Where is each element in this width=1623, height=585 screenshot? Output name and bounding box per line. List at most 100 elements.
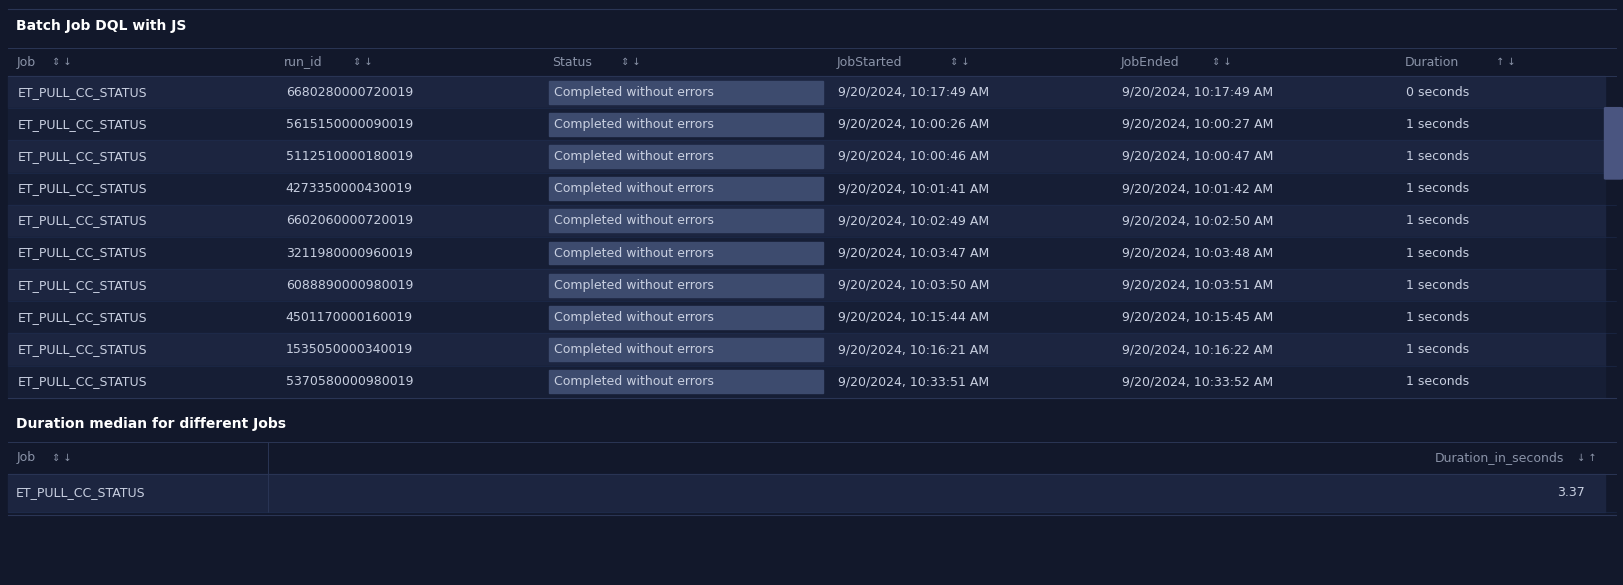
Bar — [8, 140, 1604, 173]
Bar — [8, 333, 1604, 366]
Bar — [549, 113, 823, 136]
Text: Completed without errors: Completed without errors — [553, 85, 712, 99]
Text: 1 seconds: 1 seconds — [1406, 182, 1469, 195]
Text: 1 seconds: 1 seconds — [1406, 311, 1469, 324]
Bar — [8, 205, 1604, 237]
Text: 5615150000090019: 5615150000090019 — [286, 118, 412, 131]
Text: 9/20/2024, 10:00:26 AM: 9/20/2024, 10:00:26 AM — [837, 118, 988, 131]
Text: 9/20/2024, 10:00:46 AM: 9/20/2024, 10:00:46 AM — [837, 150, 988, 163]
Text: 9/20/2024, 10:00:27 AM: 9/20/2024, 10:00:27 AM — [1121, 118, 1272, 131]
Bar — [549, 242, 823, 264]
Text: 1 seconds: 1 seconds — [1406, 375, 1469, 388]
Text: Completed without errors: Completed without errors — [553, 278, 712, 292]
Text: Completed without errors: Completed without errors — [553, 118, 712, 131]
Text: ET_PULL_CC_STATUS: ET_PULL_CC_STATUS — [16, 486, 146, 500]
Text: ↑ ↓: ↑ ↓ — [1492, 57, 1514, 67]
Text: Batch Job DQL with JS: Batch Job DQL with JS — [16, 19, 187, 33]
Text: 9/20/2024, 10:03:50 AM: 9/20/2024, 10:03:50 AM — [837, 278, 988, 292]
Text: Status: Status — [552, 56, 592, 68]
Text: 9/20/2024, 10:16:22 AM: 9/20/2024, 10:16:22 AM — [1121, 343, 1272, 356]
Bar — [549, 177, 823, 200]
Bar — [8, 301, 1604, 333]
Text: ET_PULL_CC_STATUS: ET_PULL_CC_STATUS — [18, 85, 148, 99]
Text: 9/20/2024, 10:17:49 AM: 9/20/2024, 10:17:49 AM — [837, 85, 988, 99]
Text: 9/20/2024, 10:01:42 AM: 9/20/2024, 10:01:42 AM — [1121, 182, 1272, 195]
Text: 9/20/2024, 10:33:51 AM: 9/20/2024, 10:33:51 AM — [837, 375, 988, 388]
Text: 9/20/2024, 10:02:50 AM: 9/20/2024, 10:02:50 AM — [1121, 214, 1272, 228]
Text: 1 seconds: 1 seconds — [1406, 118, 1469, 131]
Text: Completed without errors: Completed without errors — [553, 182, 712, 195]
Text: 9/20/2024, 10:02:49 AM: 9/20/2024, 10:02:49 AM — [837, 214, 988, 228]
Text: 6088890000980019: 6088890000980019 — [286, 278, 412, 292]
Text: ET_PULL_CC_STATUS: ET_PULL_CC_STATUS — [18, 375, 148, 388]
Text: 5112510000180019: 5112510000180019 — [286, 150, 412, 163]
Text: Duration: Duration — [1404, 56, 1457, 68]
Bar — [8, 173, 1604, 205]
Text: ET_PULL_CC_STATUS: ET_PULL_CC_STATUS — [18, 311, 148, 324]
Text: ET_PULL_CC_STATUS: ET_PULL_CC_STATUS — [18, 343, 148, 356]
Bar — [8, 474, 1604, 512]
Text: 1 seconds: 1 seconds — [1406, 214, 1469, 228]
Text: 0 seconds: 0 seconds — [1406, 85, 1469, 99]
FancyBboxPatch shape — [1604, 108, 1621, 179]
Text: 1 seconds: 1 seconds — [1406, 343, 1469, 356]
Bar — [549, 306, 823, 329]
Text: 1 seconds: 1 seconds — [1406, 278, 1469, 292]
Text: 9/20/2024, 10:15:44 AM: 9/20/2024, 10:15:44 AM — [837, 311, 988, 324]
Text: 5370580000980019: 5370580000980019 — [286, 375, 414, 388]
Text: 9/20/2024, 10:03:48 AM: 9/20/2024, 10:03:48 AM — [1121, 246, 1272, 260]
Text: 9/20/2024, 10:15:45 AM: 9/20/2024, 10:15:45 AM — [1121, 311, 1272, 324]
Bar — [8, 76, 1604, 108]
Bar — [549, 209, 823, 232]
Text: 4501170000160019: 4501170000160019 — [286, 311, 412, 324]
Text: ET_PULL_CC_STATUS: ET_PULL_CC_STATUS — [18, 246, 148, 260]
Text: Duration median for different Jobs: Duration median for different Jobs — [16, 417, 286, 431]
Text: ⇕ ↓: ⇕ ↓ — [49, 57, 71, 67]
Text: 9/20/2024, 10:03:51 AM: 9/20/2024, 10:03:51 AM — [1121, 278, 1272, 292]
Text: Completed without errors: Completed without errors — [553, 246, 712, 260]
Text: Completed without errors: Completed without errors — [553, 150, 712, 163]
Text: 6602060000720019: 6602060000720019 — [286, 214, 412, 228]
Bar — [549, 338, 823, 361]
Text: 9/20/2024, 10:33:52 AM: 9/20/2024, 10:33:52 AM — [1121, 375, 1272, 388]
Bar — [8, 366, 1604, 398]
Text: 9/20/2024, 10:16:21 AM: 9/20/2024, 10:16:21 AM — [837, 343, 988, 356]
Text: Duration_in_seconds: Duration_in_seconds — [1433, 451, 1563, 464]
Bar — [549, 274, 823, 297]
Text: Completed without errors: Completed without errors — [553, 375, 712, 388]
Bar — [8, 269, 1604, 301]
Text: Job: Job — [16, 56, 36, 68]
Text: 3.37: 3.37 — [1556, 486, 1584, 500]
Bar — [549, 145, 823, 168]
Text: ⇕ ↓: ⇕ ↓ — [1208, 57, 1230, 67]
Text: ET_PULL_CC_STATUS: ET_PULL_CC_STATUS — [18, 150, 148, 163]
Text: 9/20/2024, 10:00:47 AM: 9/20/2024, 10:00:47 AM — [1121, 150, 1272, 163]
Text: 1 seconds: 1 seconds — [1406, 246, 1469, 260]
Text: ET_PULL_CC_STATUS: ET_PULL_CC_STATUS — [18, 214, 148, 228]
Text: JobStarted: JobStarted — [836, 56, 901, 68]
Text: ⇕ ↓: ⇕ ↓ — [618, 57, 641, 67]
Text: 9/20/2024, 10:17:49 AM: 9/20/2024, 10:17:49 AM — [1121, 85, 1272, 99]
Text: Completed without errors: Completed without errors — [553, 214, 712, 228]
Text: 4273350000430019: 4273350000430019 — [286, 182, 412, 195]
Text: Completed without errors: Completed without errors — [553, 311, 712, 324]
Text: run_id: run_id — [284, 56, 323, 68]
Text: ⇕ ↓: ⇕ ↓ — [351, 57, 373, 67]
Text: ET_PULL_CC_STATUS: ET_PULL_CC_STATUS — [18, 118, 148, 131]
Text: 3211980000960019: 3211980000960019 — [286, 246, 412, 260]
Text: Job: Job — [16, 451, 36, 464]
Text: JobEnded: JobEnded — [1120, 56, 1178, 68]
Bar — [8, 237, 1604, 269]
Text: ET_PULL_CC_STATUS: ET_PULL_CC_STATUS — [18, 278, 148, 292]
Bar — [549, 81, 823, 104]
Text: 9/20/2024, 10:03:47 AM: 9/20/2024, 10:03:47 AM — [837, 246, 988, 260]
Text: 9/20/2024, 10:01:41 AM: 9/20/2024, 10:01:41 AM — [837, 182, 988, 195]
Bar — [549, 370, 823, 393]
Text: ⇕ ↓: ⇕ ↓ — [49, 453, 71, 463]
Text: ↓ ↑: ↓ ↑ — [1573, 453, 1595, 463]
Text: Completed without errors: Completed without errors — [553, 343, 712, 356]
Text: ET_PULL_CC_STATUS: ET_PULL_CC_STATUS — [18, 182, 148, 195]
Text: 6680280000720019: 6680280000720019 — [286, 85, 412, 99]
Text: ⇕ ↓: ⇕ ↓ — [946, 57, 969, 67]
Bar — [8, 108, 1604, 140]
